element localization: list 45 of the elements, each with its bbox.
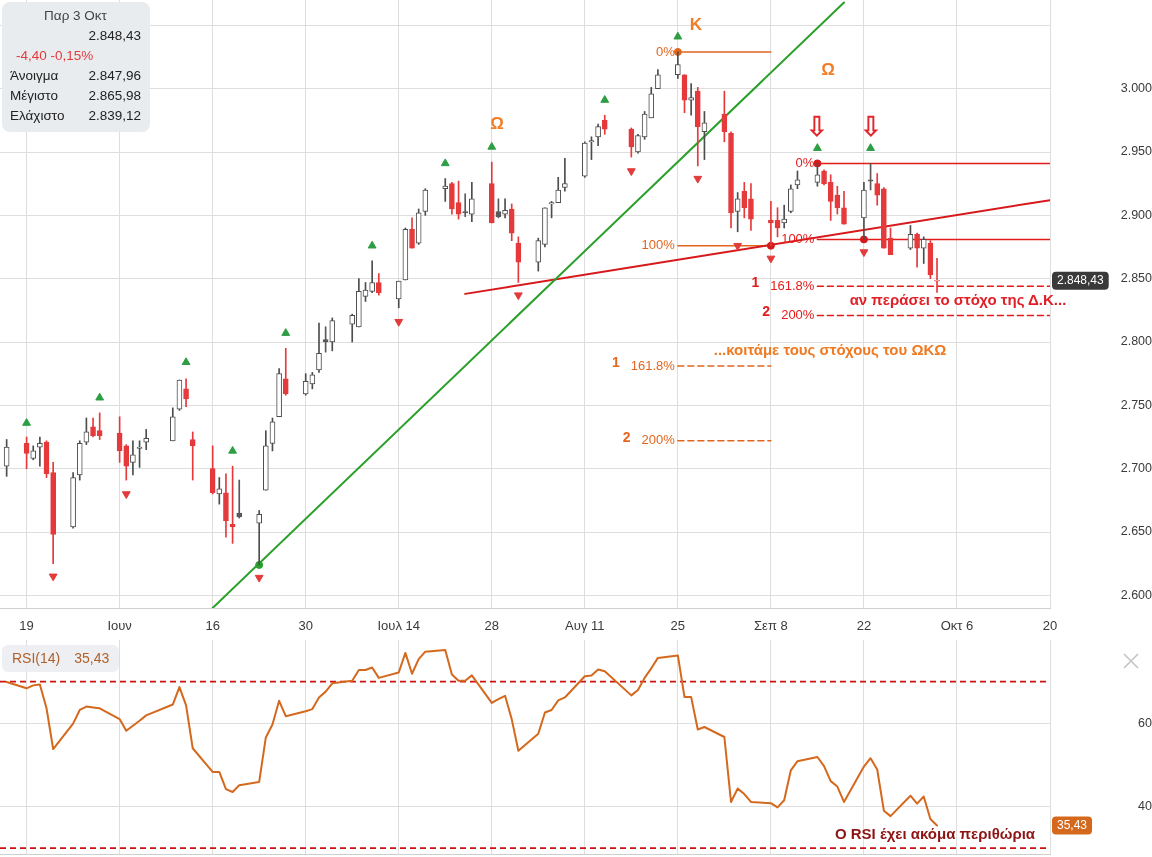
- x-tick-label: 20: [1042, 618, 1058, 634]
- info-panel: Παρ 3 Οκτ 2.848,43 -4,40 -0,15% Άνοιγμα 2.847,96 Μέγιστο 2.865,98 Ελάχιστο 2.839,12: [2, 2, 150, 132]
- y-tick-label: 2.850: [1120, 271, 1152, 286]
- series-label: 2 200%: [622, 428, 676, 448]
- y-tick-label: 2.650: [1120, 524, 1152, 539]
- series-label: 0%: [656, 43, 676, 59]
- series-label: 1 161.8%: [751, 274, 815, 293]
- annotation: Κ: [689, 14, 703, 34]
- y-tick-label: 2.700: [1120, 461, 1152, 476]
- y-tick-label: 2.950: [1120, 144, 1152, 159]
- series-label: 1 161.8%: [611, 353, 676, 373]
- x-tick-label: 16: [205, 618, 220, 634]
- text: 35,43: [1057, 818, 1088, 833]
- x-tick-label: 19: [19, 618, 34, 634]
- series-label: 0%: [795, 154, 815, 170]
- label-panel: RSI(14) 35,43: [2, 645, 120, 672]
- annotation: Ω: [821, 59, 835, 79]
- x-tick-label: Οκτ 6: [940, 618, 974, 634]
- annotation: Ο RSI έχει ακόμα περιθώρια: [834, 825, 1036, 843]
- annotation: αν περάσει το στόχο της Δ.Κ...: [849, 291, 1067, 309]
- series-label: 2 200%: [762, 303, 815, 322]
- text: 2.848,43: [1057, 273, 1105, 288]
- x-tick-label: Αυγ 11: [565, 618, 605, 634]
- x-tick-label: Ιουν: [107, 618, 132, 634]
- annotation: Ω: [490, 113, 504, 133]
- series-label: 100%: [641, 237, 676, 253]
- x-tick-label: 22: [856, 618, 872, 634]
- x-tick-label: 25: [670, 618, 686, 634]
- x-tick-label: 28: [484, 618, 500, 634]
- x-tick-label: Σεπ 8: [754, 618, 788, 634]
- x-tick-label: 30: [298, 618, 313, 634]
- y-tick-label: 60: [1138, 715, 1152, 730]
- annotation: -4,40 -0,15%: [15, 47, 95, 65]
- annotation: ...κοιτάμε τους στόχους του ΩΚΩ: [713, 341, 947, 359]
- y-tick-label: 2.750: [1120, 397, 1152, 412]
- y-tick-label: 2.900: [1120, 207, 1152, 222]
- annotation: ⇩: [805, 110, 829, 144]
- y-tick-label: 2.800: [1120, 334, 1152, 349]
- annotation: 2.848,43: [88, 27, 141, 45]
- annotation: Παρ 3 Οκτ: [43, 7, 108, 25]
- y-tick-label: 40: [1138, 798, 1152, 813]
- x-tick-label: Ιουλ 14: [377, 618, 420, 634]
- annotation: ⇩: [859, 110, 883, 144]
- y-tick-label: 2.600: [1120, 587, 1152, 602]
- y-tick-label: 3.000: [1120, 81, 1152, 96]
